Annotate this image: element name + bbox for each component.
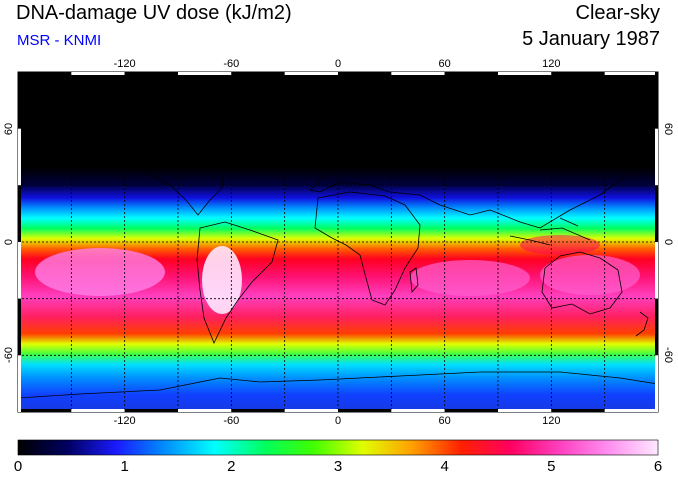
frame-tick-segment: [178, 72, 232, 75]
coast-greenland: [269, 103, 321, 141]
colorbar-label: 3: [333, 458, 343, 475]
colorbar: [17, 439, 659, 456]
frame-tick-segment: [284, 409, 338, 412]
frame-tick-segment: [655, 355, 658, 412]
frame-ticks: [18, 72, 658, 412]
longitude-label-bottom: -120: [113, 415, 136, 427]
frame-tick-segment: [71, 409, 125, 412]
longitude-label-top: 60: [438, 58, 451, 70]
frame-tick-segment: [655, 128, 658, 186]
longitude-label-top: -60: [223, 58, 240, 70]
source-label: MSR - KNMI: [17, 32, 102, 49]
graticule: [18, 72, 658, 412]
coast-indonesia: [509, 217, 591, 246]
uv-patch-indian-ocean: [410, 260, 530, 296]
frame-tick-segment: [18, 298, 21, 356]
frame-tick-segment: [18, 128, 21, 186]
longitude-label-bottom: 120: [542, 415, 561, 427]
frame-tick-segment: [338, 409, 392, 412]
frame-tick-segment: [391, 72, 445, 75]
latitude-label-left: 60: [3, 122, 15, 135]
longitude-label-top: 120: [542, 58, 561, 70]
colorbar-label: 1: [120, 458, 129, 475]
longitude-label-top: 0: [334, 58, 342, 70]
frame-tick-segment: [18, 242, 21, 299]
frame-tick-segment: [655, 298, 658, 356]
coast-africa: [314, 191, 421, 306]
frame-tick-segment: [231, 409, 285, 412]
latitude-label-right: 0: [662, 238, 674, 246]
frame-tick-segment: [18, 355, 21, 412]
frame-tick-segment: [551, 409, 605, 412]
coast-antarctica: [18, 371, 658, 399]
frame-tick-segment: [655, 72, 658, 129]
coast-eurasia: [309, 129, 641, 229]
coastlines: [18, 103, 658, 399]
frame-tick-segment: [444, 409, 498, 412]
colorbar-label: 2: [227, 458, 236, 475]
frame-tick-segment: [655, 242, 658, 299]
sky-condition: Clear-sky: [575, 2, 660, 24]
latitude-label-left: 0: [3, 238, 15, 246]
frame-tick-segment: [498, 409, 552, 412]
longitude-label-bottom: 0: [334, 415, 342, 427]
longitude-label-top: -120: [113, 58, 136, 70]
colorbar-label: 0: [13, 458, 23, 475]
frame-tick-segment: [124, 72, 178, 75]
coast-north-america: [59, 125, 226, 216]
frame-tick-segment: [231, 72, 285, 75]
longitude-label-bottom: 60: [438, 415, 451, 427]
uv-patch-pacific: [35, 248, 165, 296]
frame-tick-segment: [338, 72, 392, 75]
frame-tick-segment: [655, 185, 658, 242]
frame-tick-segment: [604, 409, 658, 412]
uv-patch-andes: [202, 246, 242, 314]
frame-tick-segment: [444, 72, 498, 75]
latitude-label-left: -60: [3, 347, 15, 364]
coast-madagascar: [409, 267, 419, 293]
frame-tick-segment: [18, 185, 21, 242]
frame-tick-segment: [18, 72, 72, 75]
coast-south-america: [196, 221, 279, 344]
frame-tick-segment: [18, 409, 72, 412]
frame-tick-segment: [284, 72, 338, 75]
uv-patch-indonesia: [520, 235, 600, 255]
frame-tick-segment: [604, 72, 658, 75]
frame-tick-segment: [391, 409, 445, 412]
frame-tick-segment: [178, 409, 232, 412]
chart-title: DNA-damage UV dose (kJ/m2): [16, 2, 292, 24]
frame-tick-segment: [71, 72, 125, 75]
date-label: 5 January 1987: [522, 28, 660, 50]
latitude-label-right: 60: [662, 122, 674, 135]
longitude-label-bottom: -60: [223, 415, 240, 427]
colorbar-label: 5: [547, 458, 556, 475]
latitude-label-right: -60: [662, 347, 674, 364]
coast-new-zealand: [635, 311, 649, 337]
coast-australia: [541, 251, 623, 315]
frame-tick-segment: [551, 72, 605, 75]
colorbar-label: 6: [653, 458, 663, 475]
frame-tick-segment: [124, 409, 178, 412]
frame-tick-segment: [18, 72, 21, 129]
uv-patch-australia: [540, 255, 640, 295]
frame-tick-segment: [498, 72, 552, 75]
colorbar-label: 4: [440, 458, 449, 475]
